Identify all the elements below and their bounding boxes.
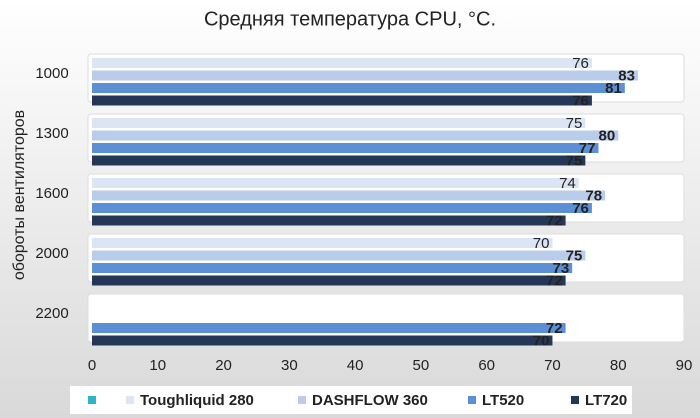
legend-label: DASHFLOW 360 xyxy=(312,392,428,409)
value-label: 74 xyxy=(559,175,576,192)
bar xyxy=(92,143,599,153)
value-label: 70 xyxy=(533,235,550,252)
y-tick-label: 1300 xyxy=(35,125,68,142)
bar xyxy=(92,178,579,188)
value-label: 76 xyxy=(572,200,589,217)
value-label: 72 xyxy=(546,272,563,289)
x-tick-label: 90 xyxy=(676,357,693,374)
value-label: 75 xyxy=(566,152,583,169)
value-label: 72 xyxy=(546,320,563,337)
bar xyxy=(92,263,573,273)
value-label: 81 xyxy=(605,80,622,97)
legend-marker xyxy=(571,396,579,404)
y-axis-title: обороты вентиляторов xyxy=(11,110,28,280)
value-label: 80 xyxy=(599,127,616,144)
bar xyxy=(92,83,625,93)
bar xyxy=(92,323,566,333)
value-label: 72 xyxy=(546,212,563,229)
value-label: 75 xyxy=(566,247,583,264)
value-label: 76 xyxy=(572,92,589,109)
legend-marker xyxy=(468,396,476,404)
legend-label: Toughliquid 280 xyxy=(140,392,254,409)
bar xyxy=(92,190,606,201)
bar xyxy=(92,203,592,213)
x-tick-label: 10 xyxy=(149,357,166,374)
legend-label: LT520 xyxy=(482,392,524,409)
x-tick-label: 30 xyxy=(281,357,298,374)
value-label: 76 xyxy=(572,55,589,72)
y-tick-label: 2200 xyxy=(35,305,68,322)
bar xyxy=(92,70,638,81)
x-tick-label: 70 xyxy=(544,357,561,374)
bar xyxy=(92,155,586,166)
bar xyxy=(92,95,592,106)
y-tick-label: 1600 xyxy=(35,185,68,202)
legend-label: LT720 xyxy=(585,392,627,409)
bar xyxy=(92,118,586,128)
y-tick-label: 1000 xyxy=(35,65,68,82)
bar xyxy=(92,250,586,261)
value-label: 77 xyxy=(579,140,596,157)
legend-marker xyxy=(298,396,306,404)
value-label: 73 xyxy=(552,260,569,277)
value-label: 78 xyxy=(585,187,602,204)
bar xyxy=(92,238,553,248)
group-box xyxy=(87,293,685,343)
bar xyxy=(92,58,592,68)
legend-marker xyxy=(88,396,96,404)
value-label: 75 xyxy=(566,115,583,132)
bar xyxy=(92,130,619,141)
legend-box xyxy=(70,386,632,414)
bar xyxy=(92,215,566,226)
value-label: 70 xyxy=(533,332,550,349)
x-tick-label: 50 xyxy=(413,357,430,374)
y-tick-label: 2000 xyxy=(35,245,68,262)
legend-marker xyxy=(126,396,134,404)
chart-title: Средняя температура CPU, °C. xyxy=(204,8,496,30)
bar xyxy=(92,335,553,346)
x-tick-label: 0 xyxy=(88,357,96,374)
value-label: 83 xyxy=(618,67,635,84)
bar xyxy=(92,275,566,286)
x-tick-label: 80 xyxy=(610,357,627,374)
x-tick-label: 20 xyxy=(215,357,232,374)
x-tick-label: 40 xyxy=(347,357,364,374)
x-tick-label: 60 xyxy=(478,357,495,374)
